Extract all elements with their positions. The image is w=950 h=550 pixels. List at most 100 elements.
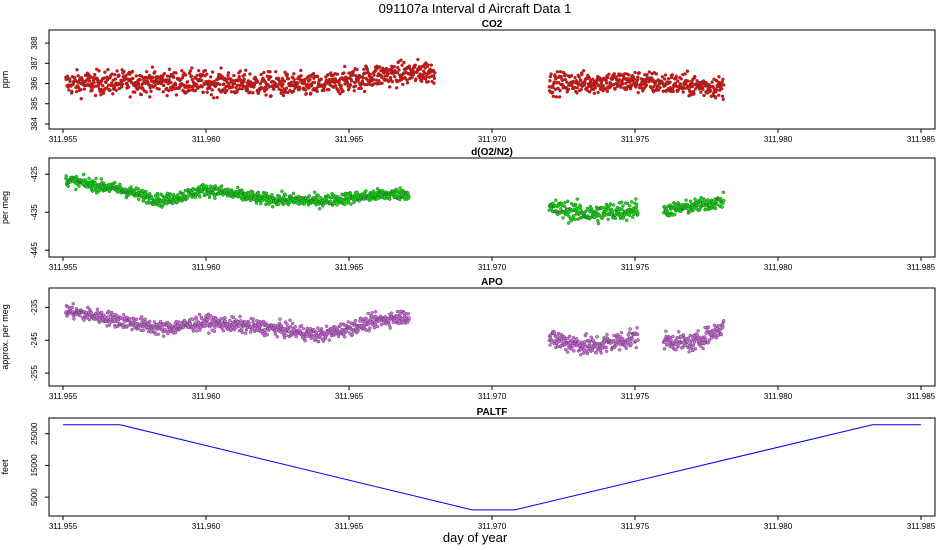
data-point [720,87,724,91]
data-point [692,91,696,96]
data-point [326,73,330,77]
data-point [126,85,131,89]
data-point [104,86,109,90]
data-point [395,71,400,75]
data-point [693,347,698,351]
data-point [368,326,372,330]
data-point [118,182,122,187]
data-point [232,73,236,78]
data-point [193,88,198,93]
data-point [387,319,391,323]
data-point [386,71,390,76]
data-point [335,72,340,76]
data-point [77,184,81,188]
data-point [372,73,376,77]
data-point [299,68,303,73]
data-point [573,217,577,222]
data-point [136,187,141,191]
data-point [432,81,436,85]
data-point [167,67,172,72]
data-point [604,345,608,349]
data-point [291,321,295,326]
data-point [278,317,282,321]
data-point [432,76,437,81]
data-point [374,68,378,72]
data-point [618,335,623,339]
data-point [303,88,308,92]
data-point [104,80,108,85]
x-tick-label: 311.980 [764,522,793,531]
data-point [143,317,147,321]
data-point [693,87,698,91]
data-point [264,202,268,207]
data-point [585,351,590,356]
data-point [296,81,300,85]
data-point [708,338,712,342]
data-point [572,213,576,218]
data-point [134,317,139,321]
data-point [557,95,562,99]
data-point [348,331,352,335]
data-point [162,71,167,76]
data-point [414,77,418,81]
data-point [222,82,226,86]
data-point [76,74,80,78]
data-point [363,89,367,94]
data-point [212,329,217,333]
data-point [407,194,411,199]
data-point [319,327,324,331]
data-point [283,193,288,197]
data-point [117,73,121,78]
panel-title: PALTF [477,407,508,418]
data-point [676,79,680,83]
data-point [311,71,316,76]
data-point [316,326,320,330]
data-point [704,337,708,341]
data-point [628,327,632,331]
data-point [169,80,173,85]
panel-title: d(O2/N2) [471,147,513,158]
data-point [141,188,145,193]
data-point [702,198,706,202]
data-point [424,61,428,65]
y-axis-label: ppm [0,71,10,89]
data-point [390,79,395,84]
data-point [594,351,598,355]
data-point [115,69,119,73]
data-point [551,94,556,99]
data-point [242,73,247,77]
data-point [378,65,382,69]
data-point [556,80,561,85]
data-point [148,95,152,99]
data-point [628,86,633,91]
data-point [352,89,356,93]
data-point [334,84,338,88]
data-point [621,204,625,208]
data-point [635,78,640,82]
data-point [604,202,608,207]
data-point [90,88,94,93]
data-point [82,318,86,322]
data-point [399,58,403,62]
data-point [165,86,169,91]
x-tick-label: 311.965 [335,263,364,272]
data-point [550,340,554,344]
data-point [361,75,365,80]
data-point [634,205,638,210]
data-point [265,87,269,91]
y-tick-label: -445 [30,242,39,259]
data-point [322,88,326,93]
data-point [689,342,693,346]
data-point [68,79,72,84]
data-point [148,319,152,324]
data-point [168,193,173,197]
data-point [644,80,648,84]
data-point [566,221,571,225]
data-point [66,184,70,188]
data-point [173,83,178,87]
data-point [662,347,667,351]
data-point [712,323,717,327]
data-point [690,81,694,85]
data-point [265,333,269,337]
data-point [139,315,144,319]
